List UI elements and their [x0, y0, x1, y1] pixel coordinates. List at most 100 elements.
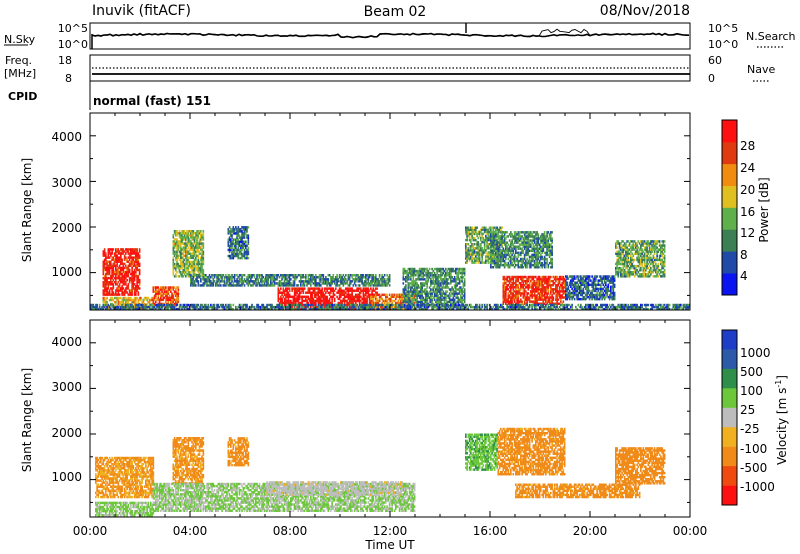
heatmap-cell: [517, 300, 520, 303]
heatmap-cell: [516, 286, 518, 289]
heatmap-cell: [278, 291, 281, 294]
heatmap-cell: [538, 282, 541, 285]
heatmap-cell: [541, 279, 543, 283]
heatmap-cell: [113, 254, 116, 257]
heatmap-cell: [338, 274, 341, 277]
heatmap-cell: [562, 286, 565, 289]
heatmap-cell: [208, 278, 211, 281]
heatmap-cell: [131, 262, 133, 266]
heatmap-cell: [407, 284, 410, 287]
heatmap-cell: [511, 282, 513, 285]
heatmap-cell: [505, 288, 507, 291]
heatmap-cell: [127, 260, 130, 263]
heatmap-cell: [450, 300, 452, 304]
heatmap-cell: [200, 278, 202, 281]
heatmap-cell: [105, 279, 107, 282]
heatmap-cell: [225, 282, 227, 285]
heatmap-cell: [517, 302, 520, 305]
heatmap-cell: [362, 276, 365, 279]
heatmap-cell: [412, 296, 415, 299]
heatmap-cell: [190, 232, 192, 235]
heatmap-cell: [105, 293, 107, 296]
heatmap-cell: [307, 280, 310, 283]
heatmap-cell: [121, 281, 123, 284]
heatmap-cell: [228, 254, 231, 258]
heatmap-cell: [217, 280, 220, 283]
heatmap-cell: [492, 257, 495, 261]
heatmap-cell: [296, 284, 298, 287]
heatmap-cell: [496, 255, 498, 259]
heatmap-cell: [427, 294, 430, 297]
heatmap-cell: [468, 230, 471, 234]
heatmap-cell: [372, 303, 375, 307]
heatmap-cell: [311, 297, 313, 301]
heatmap-cell: [461, 300, 463, 304]
heatmap-cell: [130, 298, 132, 302]
heatmap-cell: [338, 297, 341, 301]
heatmap-cell: [380, 305, 382, 309]
heatmap-cell: [245, 228, 247, 231]
heatmap-cell: [133, 298, 136, 302]
heatmap-cell: [200, 266, 202, 270]
heatmap-cell: [228, 250, 231, 254]
heatmap-cell: [507, 296, 510, 299]
heatmap-cell: [192, 242, 195, 245]
heatmap-cell: [112, 287, 115, 290]
heatmap-cell: [286, 274, 288, 277]
heatmap-cell: [550, 290, 552, 293]
heatmap-cell: [503, 255, 506, 259]
heatmap-cell: [475, 261, 477, 264]
heatmap-cell: [512, 235, 515, 238]
heatmap-cell: [446, 278, 448, 281]
heatmap-cell: [425, 296, 427, 299]
heatmap-cell: [472, 251, 475, 254]
heatmap-cell: [460, 271, 462, 275]
heatmap-cell: [370, 284, 372, 287]
heatmap-cell: [288, 299, 291, 303]
heatmap-cell: [453, 276, 456, 279]
heatmap-cell: [362, 291, 365, 294]
heatmap-cell: [107, 250, 110, 253]
heatmap-cell: [321, 291, 323, 294]
heatmap-cell: [232, 276, 235, 279]
heatmap-cell: [426, 300, 428, 304]
heatmap-cell: [431, 298, 433, 302]
heatmap-cell: [342, 274, 345, 277]
heatmap-cell: [238, 252, 241, 256]
heatmap-cell: [378, 293, 381, 297]
heatmap-cell: [232, 232, 235, 235]
heatmap-cell: [181, 264, 183, 268]
heatmap-cell: [113, 281, 116, 284]
heatmap-cell: [201, 266, 203, 270]
heatmap-cell: [375, 297, 377, 301]
heatmap-cell: [268, 276, 271, 279]
heatmap-cell: [492, 261, 495, 265]
heatmap-cell: [182, 269, 185, 272]
heatmap-cell: [393, 299, 396, 303]
heatmap-cell: [193, 282, 196, 285]
heatmap-cell: [417, 294, 420, 297]
heatmap-cell: [263, 280, 266, 283]
heatmap-cell: [282, 291, 285, 294]
heatmap-cell: [117, 285, 120, 288]
heatmap-cell: [338, 276, 341, 279]
heatmap-cell: [240, 274, 242, 277]
heatmap-cell: [485, 245, 487, 248]
heatmap-cell: [180, 252, 182, 255]
heatmap-cell: [435, 300, 437, 304]
heatmap-cell: [483, 245, 486, 248]
heatmap-cell: [347, 278, 350, 281]
heatmap-cell: [137, 276, 140, 280]
heatmap-cell: [242, 252, 245, 256]
heatmap-cell: [298, 293, 301, 297]
heatmap-cell: [517, 247, 520, 250]
heatmap-cell: [325, 299, 327, 303]
heatmap-cell: [353, 299, 356, 303]
heatmap-cell: [348, 289, 351, 292]
heatmap-cell: [190, 248, 192, 251]
heatmap-cell: [492, 247, 495, 250]
heatmap-cell: [368, 276, 371, 279]
heatmap-cell: [216, 280, 218, 283]
heatmap-cell: [382, 303, 385, 307]
heatmap-cell: [505, 290, 507, 293]
